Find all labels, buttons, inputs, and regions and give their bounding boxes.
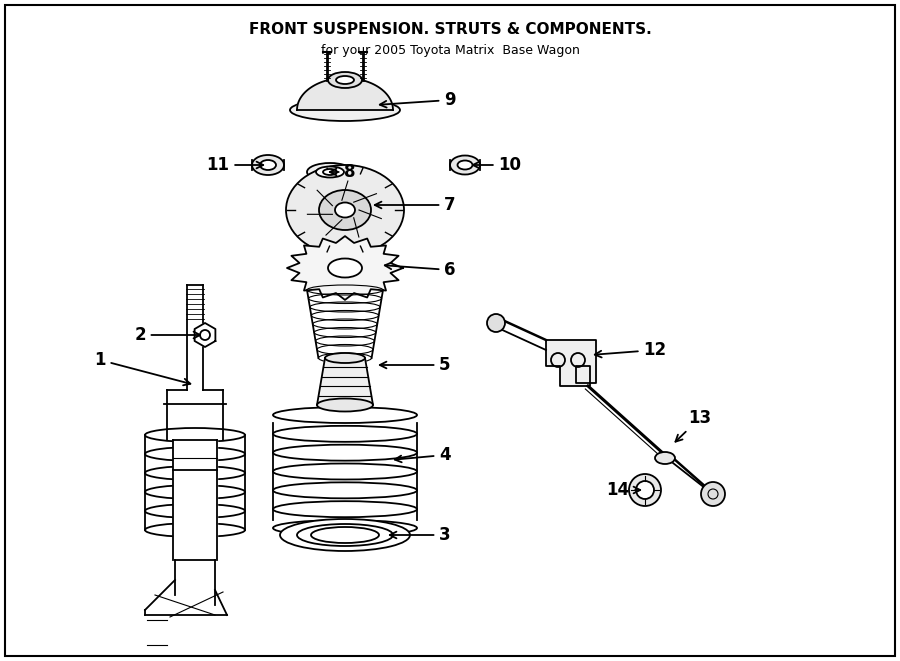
Ellipse shape: [336, 76, 354, 84]
Ellipse shape: [273, 483, 417, 498]
Ellipse shape: [273, 407, 417, 423]
Polygon shape: [297, 78, 393, 110]
Ellipse shape: [655, 452, 675, 464]
Ellipse shape: [145, 428, 245, 442]
Text: 1: 1: [94, 351, 191, 385]
Text: 11: 11: [206, 156, 263, 174]
Ellipse shape: [145, 466, 245, 480]
Ellipse shape: [328, 72, 362, 88]
Polygon shape: [194, 323, 215, 347]
Ellipse shape: [457, 161, 472, 169]
Circle shape: [636, 481, 654, 499]
Circle shape: [629, 474, 661, 506]
Polygon shape: [187, 285, 203, 390]
Ellipse shape: [273, 501, 417, 517]
Ellipse shape: [145, 485, 245, 499]
Ellipse shape: [335, 202, 355, 217]
Ellipse shape: [316, 167, 344, 178]
Ellipse shape: [297, 524, 393, 546]
Text: 7: 7: [374, 196, 455, 214]
Text: 13: 13: [675, 409, 712, 442]
Text: 3: 3: [390, 526, 451, 544]
Ellipse shape: [260, 160, 276, 170]
Circle shape: [701, 482, 725, 506]
Ellipse shape: [317, 399, 373, 412]
Polygon shape: [173, 440, 217, 560]
Ellipse shape: [450, 155, 480, 175]
Ellipse shape: [252, 155, 284, 175]
Text: 8: 8: [329, 163, 356, 181]
Ellipse shape: [311, 527, 379, 543]
Text: 6: 6: [385, 261, 455, 279]
Text: 14: 14: [607, 481, 640, 499]
Text: 2: 2: [134, 326, 200, 344]
Ellipse shape: [286, 165, 404, 255]
Circle shape: [487, 314, 505, 332]
Polygon shape: [167, 390, 223, 440]
Ellipse shape: [273, 520, 417, 536]
Text: FRONT SUSPENSION. STRUTS & COMPONENTS.: FRONT SUSPENSION. STRUTS & COMPONENTS.: [248, 22, 652, 37]
Polygon shape: [287, 236, 403, 300]
Ellipse shape: [290, 99, 400, 121]
Ellipse shape: [273, 463, 417, 479]
Polygon shape: [317, 358, 373, 405]
Text: 5: 5: [380, 356, 451, 374]
Text: 9: 9: [380, 91, 455, 109]
Ellipse shape: [145, 447, 245, 461]
Text: for your 2005 Toyota Matrix  Base Wagon: for your 2005 Toyota Matrix Base Wagon: [320, 44, 580, 57]
Ellipse shape: [319, 190, 371, 230]
Ellipse shape: [325, 353, 365, 363]
Text: 4: 4: [395, 446, 451, 464]
Polygon shape: [546, 340, 596, 386]
Ellipse shape: [145, 523, 245, 537]
Text: 12: 12: [595, 341, 667, 359]
Ellipse shape: [323, 169, 337, 175]
Ellipse shape: [145, 504, 245, 518]
Ellipse shape: [328, 258, 362, 278]
Ellipse shape: [273, 426, 417, 442]
Ellipse shape: [273, 445, 417, 461]
Ellipse shape: [307, 163, 353, 181]
Ellipse shape: [280, 519, 410, 551]
Text: 10: 10: [472, 156, 521, 174]
